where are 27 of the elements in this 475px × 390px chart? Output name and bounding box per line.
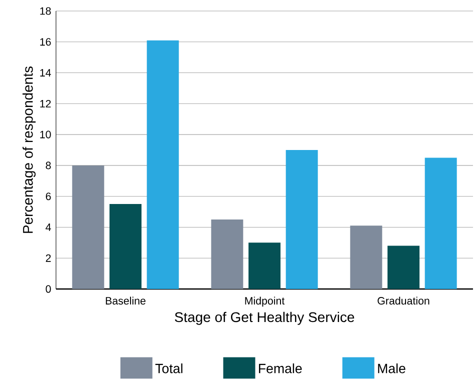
y-tick-label: 0: [46, 285, 51, 293]
y-tick-label: 14: [40, 69, 51, 76]
bar: [110, 204, 142, 290]
bar: [286, 150, 318, 290]
legend-label: Female: [258, 363, 302, 374]
y-tick-label: 10: [40, 130, 51, 138]
x-axis-title: Stage of Get Healthy Service: [174, 312, 354, 325]
legend-label: Male: [378, 363, 406, 374]
y-axis-title: Percentage of respondents: [22, 66, 36, 233]
bar: [248, 242, 280, 290]
y-tick-label: 16: [40, 38, 51, 46]
y-tick-label: 2: [46, 254, 51, 262]
x-tick-label: Midpoint: [245, 296, 285, 307]
bar: [424, 158, 457, 290]
x-tick-label: Baseline: [106, 296, 146, 305]
y-tick-label: 12: [40, 100, 51, 108]
y-tick-label: 18: [40, 7, 51, 15]
bar: [350, 226, 382, 290]
bar: [388, 246, 420, 290]
legend-label: Total: [155, 363, 182, 374]
bar: [146, 40, 179, 290]
y-tick-label: 4: [46, 224, 51, 231]
y-tick-label: 8: [46, 162, 51, 170]
x-tick-label: Graduation: [378, 296, 430, 305]
bar: [72, 165, 104, 290]
bar: [211, 220, 244, 290]
y-tick-label: 6: [46, 192, 51, 200]
